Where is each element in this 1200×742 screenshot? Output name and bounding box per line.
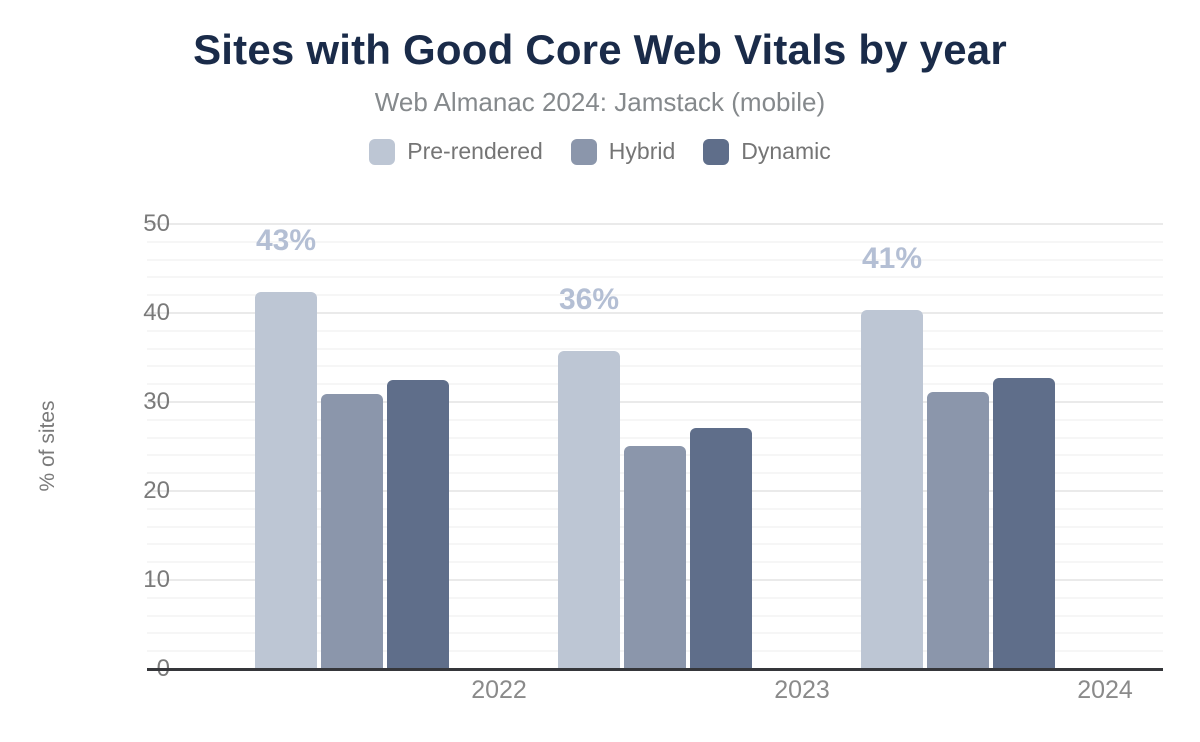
bar-dynamic-2022 [387,379,449,669]
chart-subtitle: Web Almanac 2024: Jamstack (mobile) [374,87,826,117]
bar-pre-rendered-2024: 41% [861,244,923,669]
y-tick-label: 20 [143,477,170,504]
minor-gridline [147,365,1163,368]
bar-hybrid-2022 [321,394,383,669]
bar-value-label: 36% [558,283,620,317]
minor-gridline [147,258,1163,261]
chart-title: Sites with Good Core Web Vitals by year [193,26,1007,73]
minor-gridline [147,276,1163,279]
legend-item-hybrid: Hybrid [570,138,676,165]
minor-gridline [147,436,1163,439]
minor-gridline [147,347,1163,350]
minor-gridline [147,418,1163,421]
legend-label: Pre-rendered [407,138,543,164]
x-tick-label-2023: 2023 [774,676,830,704]
legend-swatch-icon [570,138,597,165]
bar-value-label: 41% [861,242,923,276]
bar-group-2024: 41% [861,244,1055,669]
y-tick-label: 30 [143,388,170,415]
y-tick-label: 10 [143,566,170,593]
y-tick-label: 50 [143,210,170,237]
x-tick-label-2024: 2024 [1077,676,1133,704]
bar-group-2023: 36% [558,285,752,669]
legend-label: Hybrid [608,138,676,164]
minor-gridline [147,240,1163,243]
bar-dynamic-2024 [993,377,1055,669]
major-gridline [147,223,1163,225]
legend-swatch-icon [703,138,730,165]
major-gridline [147,312,1163,314]
x-axis-line [147,668,1163,671]
bar-value-label: 43% [255,223,317,257]
legend-item-pre-rendered: Pre-rendered [369,138,543,165]
legend-label: Dynamic [741,138,831,164]
x-tick-label-2022: 2022 [471,676,527,704]
minor-gridline [147,294,1163,297]
bar-group-2022: 43% [255,225,449,669]
minor-gridline [147,383,1163,386]
plot-area: 43% 36% 41% [147,223,1163,671]
y-tick-label: 40 [143,299,170,326]
legend: Pre-rendered Hybrid Dynamic [0,138,1200,165]
legend-item-dynamic: Dynamic [703,138,831,165]
bar-pre-rendered-2023: 36% [558,285,620,669]
bar-pre-rendered-2022: 43% [255,225,317,669]
legend-swatch-icon [369,138,396,165]
y-axis-title: % of sites [36,400,59,492]
minor-gridline [147,329,1163,332]
bar-hybrid-2024 [927,392,989,669]
bar-hybrid-2023 [624,445,686,669]
bar-dynamic-2023 [690,427,752,669]
major-gridline [147,401,1163,403]
